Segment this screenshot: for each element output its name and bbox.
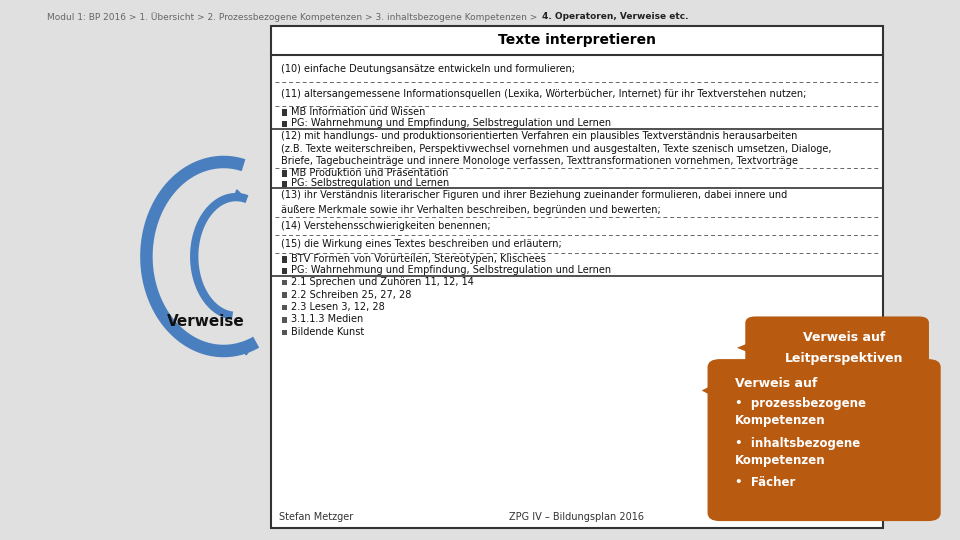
Text: Verweis auf: Verweis auf bbox=[735, 377, 818, 390]
Text: MB Produktion und Präsentation: MB Produktion und Präsentation bbox=[291, 168, 448, 178]
Bar bbox=[282, 268, 287, 274]
FancyBboxPatch shape bbox=[745, 316, 929, 379]
Text: Stefan Metzger: Stefan Metzger bbox=[279, 512, 353, 522]
Text: 2.3 Lesen 3, 12, 28: 2.3 Lesen 3, 12, 28 bbox=[291, 302, 384, 312]
Text: Briefe, Tagebucheinträge und innere Monologe verfassen, Texttransformationen vor: Briefe, Tagebucheinträge und innere Mono… bbox=[281, 157, 799, 166]
Text: Verweis auf: Verweis auf bbox=[803, 332, 885, 345]
FancyBboxPatch shape bbox=[708, 359, 941, 521]
Text: (12) mit handlungs- und produktionsorientierten Verfahren ein plausibles Textver: (12) mit handlungs- und produktionsorien… bbox=[281, 131, 798, 140]
Text: •  inhaltsbezogene
Kompetenzen: • inhaltsbezogene Kompetenzen bbox=[735, 437, 860, 467]
Text: •  Fächer: • Fächer bbox=[735, 476, 796, 489]
FancyBboxPatch shape bbox=[271, 26, 883, 528]
Text: (z.B. Texte weiterschreiben, Perspektivwechsel vornehmen und ausgestalten, Texte: (z.B. Texte weiterschreiben, Perspektivw… bbox=[281, 144, 832, 153]
Text: BTV Formen von Vorurteilen, Stereotypen, Klischees: BTV Formen von Vorurteilen, Stereotypen,… bbox=[291, 254, 545, 264]
Bar bbox=[282, 329, 287, 335]
Bar bbox=[282, 305, 287, 310]
Bar bbox=[282, 171, 287, 177]
Text: (14) Verstehensschwierigkeiten benennen;: (14) Verstehensschwierigkeiten benennen; bbox=[281, 221, 492, 231]
Text: Texte interpretieren: Texte interpretieren bbox=[497, 33, 656, 47]
Polygon shape bbox=[737, 340, 756, 355]
Text: 3.1.1.3 Medien: 3.1.1.3 Medien bbox=[291, 314, 363, 325]
Bar bbox=[282, 180, 287, 187]
Text: Modul 1: BP 2016 > 1. Übersicht > 2. Prozessbezogene Kompetenzen > 3. inhaltsbez: Modul 1: BP 2016 > 1. Übersicht > 2. Pro… bbox=[47, 12, 540, 22]
Bar bbox=[282, 280, 287, 286]
Text: Leitperspektiven: Leitperspektiven bbox=[784, 352, 903, 365]
Bar bbox=[282, 256, 287, 263]
Bar bbox=[282, 318, 287, 323]
Text: 2.1 Sprechen und Zuhören 11, 12, 14: 2.1 Sprechen und Zuhören 11, 12, 14 bbox=[291, 277, 473, 287]
Text: äußere Merkmale sowie ihr Verhalten beschreiben, begründen und bewerten;: äußere Merkmale sowie ihr Verhalten besc… bbox=[281, 205, 661, 214]
Text: 2.2 Schreiben 25, 27, 28: 2.2 Schreiben 25, 27, 28 bbox=[291, 289, 411, 300]
Bar bbox=[282, 120, 287, 127]
Text: ZPG IV – Bildungsplan 2016: ZPG IV – Bildungsplan 2016 bbox=[509, 512, 644, 522]
Text: (15) die Wirkung eines Textes beschreiben und erläutern;: (15) die Wirkung eines Textes beschreibe… bbox=[281, 239, 563, 249]
Bar bbox=[282, 109, 287, 116]
Bar bbox=[282, 293, 287, 298]
Text: PG: Wahrnehmung und Empfindung, Selbstregulation und Lernen: PG: Wahrnehmung und Empfindung, Selbstre… bbox=[291, 118, 611, 129]
Text: Verweise: Verweise bbox=[167, 314, 245, 329]
Polygon shape bbox=[702, 381, 720, 400]
Text: PG: Selbstregulation und Lernen: PG: Selbstregulation und Lernen bbox=[291, 178, 449, 188]
Text: (10) einfache Deutungsansätze entwickeln und formulieren;: (10) einfache Deutungsansätze entwickeln… bbox=[281, 64, 575, 74]
Text: (11) altersangemessene Informationsquellen (Lexika, Wörterbücher, Internet) für : (11) altersangemessene Informationsquell… bbox=[281, 89, 806, 99]
Text: MB Information und Wissen: MB Information und Wissen bbox=[291, 107, 425, 117]
Text: •  prozessbezogene
Kompetenzen: • prozessbezogene Kompetenzen bbox=[735, 397, 866, 427]
Text: Bildende Kunst: Bildende Kunst bbox=[291, 327, 364, 337]
Text: (13) ihr Verständnis literarischer Figuren und ihrer Beziehung zueinander formul: (13) ihr Verständnis literarischer Figur… bbox=[281, 191, 788, 200]
Text: 4. Operatoren, Verweise etc.: 4. Operatoren, Verweise etc. bbox=[542, 12, 689, 22]
Text: PG: Wahrnehmung und Empfindung, Selbstregulation und Lernen: PG: Wahrnehmung und Empfindung, Selbstre… bbox=[291, 265, 611, 275]
